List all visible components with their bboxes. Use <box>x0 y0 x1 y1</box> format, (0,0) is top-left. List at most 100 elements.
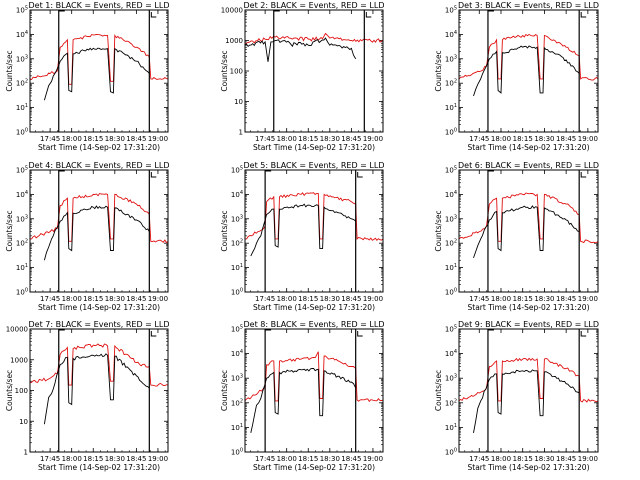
y-tick-label: 102 <box>16 79 28 88</box>
lld-series-line <box>458 33 599 81</box>
x-tick-label: 18:15 <box>83 295 103 303</box>
y-tick-label: 1000 <box>225 37 243 45</box>
x-tick-label: 18:15 <box>83 135 103 143</box>
detector-panel: Det 2: BLACK = Events, RED = LLD Counts/s… <box>220 1 384 152</box>
y-tick-label: 103 <box>445 374 457 383</box>
marker-flag <box>580 172 587 178</box>
y-tick-label: 104 <box>445 30 457 39</box>
events-series-line <box>473 369 580 433</box>
x-tick-label: 18:30 <box>105 295 125 303</box>
x-tick-label: 18:00 <box>491 295 511 303</box>
y-tick-label: 1 <box>24 449 28 457</box>
x-tick-label: 18:45 <box>126 455 146 463</box>
marker-flag <box>150 172 157 178</box>
y-axis-label: Counts/sec <box>434 210 443 251</box>
x-tick-label: 19:00 <box>363 295 383 303</box>
x-tick-label: 18:00 <box>277 135 297 143</box>
y-tick-label: 100 <box>445 288 457 297</box>
panel-title: Det 6: BLACK = Events, RED = LLD <box>458 161 599 170</box>
y-tick-label: 103 <box>231 374 243 383</box>
plot-frame <box>29 169 169 293</box>
x-tick-label: 17:45 <box>469 455 489 463</box>
y-tick-label: 101 <box>445 423 457 432</box>
lld-series-line <box>29 33 169 85</box>
x-tick-label: 18:15 <box>298 455 318 463</box>
x-tick-label: 18:45 <box>126 295 146 303</box>
y-tick-label: 100 <box>445 128 457 137</box>
events-series-line <box>43 353 150 425</box>
lld-series-line <box>30 192 169 244</box>
x-tick-label: 18:30 <box>105 455 125 463</box>
x-tick-label: 18:15 <box>83 455 103 463</box>
panel-title: Det 9: BLACK = Events, RED = LLD <box>458 320 599 329</box>
y-tick-label: 101 <box>231 423 243 432</box>
y-tick-label: 1000 <box>10 356 28 364</box>
detector-panel: Det 3: BLACK = Events, RED = LLD Counts/s… <box>434 1 599 152</box>
x-tick-label: 18:30 <box>534 295 554 303</box>
y-tick-label: 103 <box>445 54 457 63</box>
y-tick-label: 101 <box>231 263 243 272</box>
marker-flag <box>580 331 587 337</box>
x-axis-label: Start Time (14-Sep-02 17:31:20) <box>253 303 375 312</box>
panel-title: Det 1: BLACK = Events, RED = LLD <box>29 1 170 10</box>
x-tick-label: 18:15 <box>513 135 533 143</box>
panel-title: Det 7: BLACK = Events, RED = LLD <box>29 320 170 329</box>
y-tick-label: 105 <box>231 325 243 334</box>
x-tick-label: 19:00 <box>578 455 598 463</box>
x-tick-label: 18:30 <box>105 135 125 143</box>
x-axis-label: Start Time (14-Sep-02 17:31:20) <box>468 143 590 152</box>
x-tick-label: 18:30 <box>534 135 554 143</box>
y-tick-label: 102 <box>231 239 243 248</box>
y-tick-label: 101 <box>445 263 457 272</box>
panel-title: Det 8: BLACK = Events, RED = LLD <box>244 320 385 329</box>
marker-flag <box>357 331 363 337</box>
events-series-line <box>43 205 150 261</box>
y-tick-label: 10000 <box>6 326 28 334</box>
y-tick-label: 103 <box>16 54 28 63</box>
lld-series-line <box>458 357 599 403</box>
events-series-line <box>473 45 580 97</box>
x-axis-label: Start Time (14-Sep-02 17:31:20) <box>468 303 590 312</box>
x-tick-label: 18:45 <box>556 135 576 143</box>
y-tick-label: 104 <box>445 349 457 358</box>
y-tick-label: 102 <box>445 398 457 407</box>
x-tick-label: 18:15 <box>513 455 533 463</box>
y-tick-label: 105 <box>16 6 28 15</box>
events-series-line <box>250 368 357 433</box>
x-tick-label: 18:00 <box>62 295 82 303</box>
x-axis-label: Start Time (14-Sep-02 17:31:20) <box>38 463 160 472</box>
y-tick-label: 100 <box>15 387 28 395</box>
y-tick-label: 1 <box>239 129 243 137</box>
y-tick-label: 102 <box>445 79 457 88</box>
x-tick-label: 17:45 <box>469 135 489 143</box>
x-axis-label: Start Time (14-Sep-02 17:31:20) <box>253 463 375 472</box>
y-axis-label: Counts/sec <box>220 210 229 251</box>
x-tick-label: 18:45 <box>341 455 361 463</box>
lld-series-line <box>244 32 384 44</box>
x-tick-label: 17:45 <box>255 135 275 143</box>
y-tick-label: 10000 <box>221 7 243 15</box>
y-tick-label: 102 <box>16 239 28 248</box>
y-tick-label: 101 <box>16 263 28 272</box>
plot-frame <box>244 169 384 293</box>
lld-series-line <box>29 343 169 387</box>
events-series-line <box>244 37 357 62</box>
y-tick-label: 102 <box>231 398 243 407</box>
y-axis-label: Counts/sec <box>434 370 443 411</box>
marker-flag <box>580 12 587 18</box>
events-series-line <box>250 203 356 257</box>
detector-panel: Det 9: BLACK = Events, RED = LLD Counts/s… <box>434 320 599 472</box>
y-tick-label: 101 <box>16 103 28 112</box>
detector-panel: Det 4: BLACK = Events, RED = LLD Counts/s… <box>5 161 169 312</box>
y-axis-label: Counts/sec <box>220 370 229 411</box>
y-tick-label: 10 <box>234 98 243 106</box>
x-tick-label: 18:00 <box>491 135 511 143</box>
plot-frame <box>458 169 599 293</box>
y-tick-label: 103 <box>445 214 457 223</box>
plot-frame <box>244 328 384 453</box>
plot-frame <box>458 328 599 453</box>
y-tick-label: 100 <box>16 128 28 137</box>
x-tick-label: 18:00 <box>62 135 82 143</box>
y-tick-label: 104 <box>231 349 243 358</box>
